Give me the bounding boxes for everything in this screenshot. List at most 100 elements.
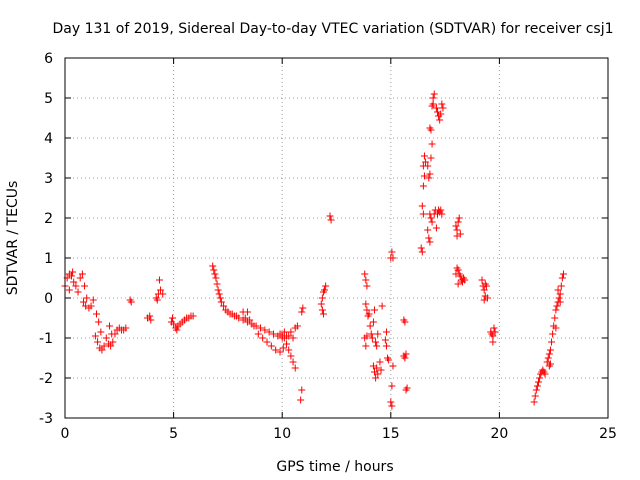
data-point bbox=[555, 294, 563, 302]
data-point bbox=[263, 338, 271, 346]
data-point bbox=[365, 310, 373, 318]
data-point bbox=[276, 348, 284, 356]
data-point bbox=[170, 320, 178, 328]
data-point bbox=[89, 296, 97, 304]
data-point bbox=[480, 296, 488, 304]
data-point bbox=[68, 272, 76, 280]
data-point bbox=[106, 322, 114, 330]
data-point bbox=[289, 358, 297, 366]
data-point bbox=[428, 140, 436, 148]
data-point bbox=[217, 298, 225, 306]
data-point bbox=[420, 152, 428, 160]
data-point bbox=[291, 364, 299, 372]
data-point bbox=[317, 300, 325, 308]
data-point bbox=[437, 110, 445, 118]
axis-ticks bbox=[64, 57, 609, 419]
data-point bbox=[422, 158, 430, 166]
data-point bbox=[100, 342, 108, 350]
x-tick-label: 5 bbox=[169, 426, 178, 442]
data-point bbox=[321, 286, 329, 294]
data-point bbox=[533, 382, 541, 390]
data-point bbox=[322, 282, 330, 290]
data-point bbox=[401, 318, 409, 326]
data-point bbox=[552, 306, 560, 314]
data-point bbox=[381, 336, 389, 344]
data-point bbox=[92, 310, 100, 318]
data-point bbox=[209, 262, 217, 270]
y-tick-label: 5 bbox=[44, 91, 53, 107]
data-point bbox=[278, 332, 286, 340]
data-point bbox=[420, 172, 428, 180]
y-tick-label: 6 bbox=[44, 51, 53, 67]
data-point bbox=[400, 352, 408, 360]
x-tick-label: 25 bbox=[599, 426, 617, 442]
data-point bbox=[366, 322, 374, 330]
data-point bbox=[239, 308, 247, 316]
data-point bbox=[382, 328, 390, 336]
data-point bbox=[155, 276, 163, 284]
data-point bbox=[531, 392, 539, 400]
data-points bbox=[61, 90, 567, 410]
data-point bbox=[76, 274, 84, 282]
data-point bbox=[378, 302, 386, 310]
data-point bbox=[265, 328, 273, 336]
data-point bbox=[389, 254, 397, 262]
data-point bbox=[72, 282, 80, 290]
data-point bbox=[361, 270, 369, 278]
data-point bbox=[546, 360, 554, 368]
data-point bbox=[556, 298, 564, 306]
data-point bbox=[489, 338, 497, 346]
data-point bbox=[387, 398, 395, 406]
data-point bbox=[289, 334, 297, 342]
data-point bbox=[95, 318, 103, 326]
data-point bbox=[107, 342, 115, 350]
data-point bbox=[259, 334, 267, 342]
y-axis-label: SDTVAR / TECUs bbox=[5, 181, 21, 296]
data-point bbox=[220, 302, 228, 310]
data-point bbox=[362, 342, 370, 350]
data-point bbox=[327, 216, 335, 224]
data-point bbox=[455, 214, 463, 222]
data-point bbox=[326, 212, 334, 220]
data-point bbox=[363, 306, 371, 314]
data-point bbox=[216, 294, 224, 302]
data-point bbox=[127, 298, 135, 306]
data-point bbox=[452, 222, 460, 230]
data-point bbox=[428, 218, 436, 226]
data-point bbox=[78, 270, 86, 278]
data-point bbox=[69, 268, 77, 276]
data-point bbox=[81, 282, 89, 290]
data-point bbox=[426, 170, 434, 178]
data-point bbox=[432, 224, 440, 232]
data-point bbox=[438, 100, 446, 108]
data-point bbox=[376, 358, 384, 366]
data-point bbox=[79, 298, 87, 306]
data-point bbox=[235, 314, 243, 322]
data-point bbox=[373, 342, 381, 350]
data-point bbox=[541, 370, 549, 378]
data-point bbox=[489, 332, 497, 340]
data-point bbox=[453, 226, 461, 234]
data-point bbox=[425, 234, 433, 242]
data-point bbox=[373, 364, 381, 372]
data-point bbox=[169, 314, 177, 322]
data-point bbox=[210, 266, 218, 274]
data-point bbox=[429, 94, 437, 102]
data-point bbox=[318, 306, 326, 314]
data-point bbox=[283, 340, 291, 348]
y-tick-label: -2 bbox=[39, 371, 53, 387]
x-tick-label: 20 bbox=[490, 426, 508, 442]
data-point bbox=[530, 398, 538, 406]
data-point bbox=[559, 270, 567, 278]
data-point bbox=[254, 330, 262, 338]
data-point bbox=[215, 290, 223, 298]
data-point bbox=[293, 322, 301, 330]
x-axis-label: GPS time / hours bbox=[276, 459, 393, 475]
data-point bbox=[556, 290, 564, 298]
data-point bbox=[91, 332, 99, 340]
y-tick-label: -1 bbox=[39, 331, 53, 347]
data-point bbox=[362, 300, 370, 308]
data-point bbox=[427, 126, 435, 134]
chart-title: Day 131 of 2019, Sidereal Day-to-day VTE… bbox=[52, 21, 613, 37]
